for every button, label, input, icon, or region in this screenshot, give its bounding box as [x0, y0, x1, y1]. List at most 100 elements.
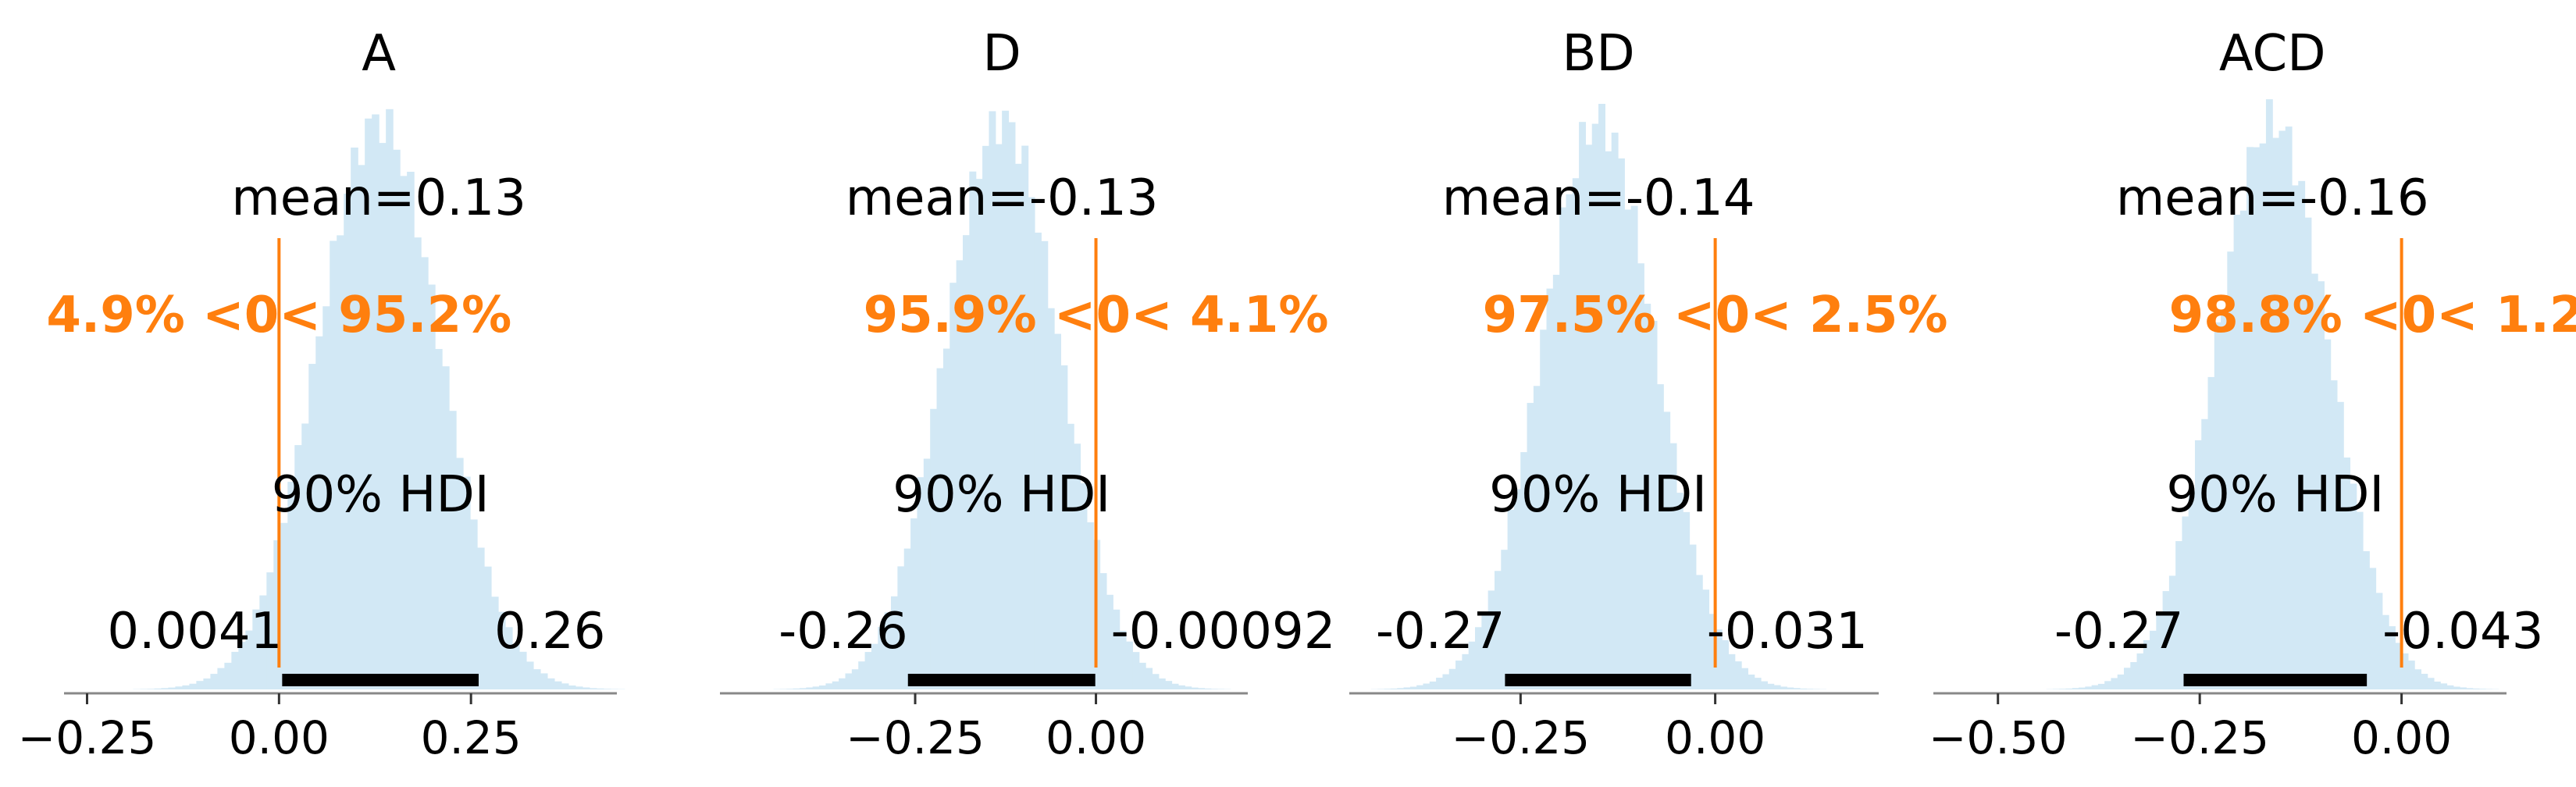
- hist-bar: [2227, 251, 2235, 689]
- x-tick-label: 0.00: [1046, 711, 1146, 764]
- hist-bar: [554, 681, 562, 689]
- hist-bar: [2111, 678, 2118, 689]
- hist-bar: [589, 688, 597, 689]
- hist-bar: [1533, 386, 1541, 689]
- hist-bar: [1171, 683, 1179, 689]
- hist-bar: [308, 364, 316, 689]
- hist-bar: [1761, 681, 1768, 689]
- hist-bar: [575, 686, 583, 689]
- hist-bar: [806, 687, 814, 689]
- hist-bar: [1507, 509, 1515, 689]
- hist-bar: [1074, 443, 1081, 689]
- hist-bar: [2362, 550, 2370, 689]
- hist-bar: [358, 165, 365, 689]
- hist-bar: [2304, 217, 2312, 689]
- hist-bar: [2324, 339, 2332, 689]
- hist-bar: [287, 482, 295, 689]
- hist-bar: [322, 306, 330, 689]
- hist-bar: [2350, 483, 2357, 689]
- hist-bar: [1624, 209, 1632, 689]
- x-tick-label: 0.00: [1665, 711, 1765, 764]
- hdi-label: 90% HDI: [2166, 466, 2384, 524]
- hist-bar: [1113, 609, 1121, 689]
- hist-bar: [1060, 365, 1068, 689]
- hist-bar: [2253, 147, 2261, 690]
- hist-bar: [2143, 639, 2150, 689]
- hist-bar: [484, 566, 492, 689]
- hist-bar: [2246, 147, 2254, 690]
- hist-bar: [1527, 403, 1534, 689]
- reference-label: 95.9% <0< 4.1%: [864, 287, 1329, 344]
- hist-bar: [2375, 593, 2383, 689]
- hist-bar: [449, 411, 457, 689]
- hist-bar: [1722, 639, 1730, 689]
- hist-bar: [1579, 122, 1587, 690]
- hist-bar: [1734, 661, 1742, 689]
- hist-bar: [1008, 122, 1016, 690]
- hist-bar: [1644, 304, 1651, 689]
- hist-bar: [2265, 99, 2273, 689]
- hist-bar: [1145, 668, 1153, 689]
- hist-bar: [386, 109, 394, 689]
- hist-bar: [1047, 308, 1055, 689]
- hdi-low-value: -0.27: [2054, 603, 2184, 661]
- hist-bar: [196, 681, 205, 689]
- panel-title: ACD: [2219, 25, 2326, 83]
- hist-bar: [1475, 627, 1482, 689]
- hist-bar: [930, 408, 938, 689]
- hdi-low-value: -0.27: [1376, 603, 1505, 661]
- hist-bar: [864, 652, 872, 689]
- x-tick-label: −0.25: [1451, 711, 1590, 764]
- hist-bar: [400, 176, 408, 689]
- hist-bar: [2356, 511, 2364, 689]
- hist-bar: [1669, 443, 1677, 689]
- panel-title: BD: [1562, 25, 1634, 83]
- hist-bar: [2278, 130, 2286, 689]
- hist-bar: [266, 572, 274, 689]
- hist-bar: [1152, 674, 1160, 689]
- hist-bar: [1054, 333, 1061, 689]
- hist-bar: [1546, 288, 1554, 689]
- hist-bar: [1409, 686, 1417, 689]
- hist-bar: [2407, 661, 2415, 689]
- hist-bar: [2097, 683, 2105, 689]
- hist-bar: [301, 423, 309, 689]
- hist-bar: [2318, 281, 2325, 689]
- hist-bar: [252, 609, 260, 689]
- hist-bar: [910, 518, 918, 689]
- hist-bar: [273, 540, 281, 689]
- hist-bar: [2239, 210, 2247, 690]
- hist-bar: [280, 522, 288, 689]
- hist-bar: [379, 143, 387, 689]
- hist-bar: [372, 114, 379, 690]
- hist-bar: [1041, 240, 1049, 689]
- hist-bar: [1552, 274, 1560, 689]
- hist-bar: [1099, 573, 1107, 689]
- hist-bar: [526, 661, 534, 689]
- hist-bar: [2330, 380, 2338, 689]
- hist-bar: [168, 687, 176, 689]
- hist-bar: [2156, 611, 2164, 689]
- hist-bar: [2214, 322, 2221, 689]
- hdi-label: 90% HDI: [272, 466, 490, 524]
- hist-bar: [1566, 194, 1573, 689]
- hist-bar: [936, 368, 944, 689]
- hist-bar: [337, 235, 344, 689]
- hist-bar: [1754, 678, 1762, 689]
- hist-bar: [470, 519, 478, 689]
- hist-bar: [351, 148, 358, 689]
- hist-bar: [1591, 123, 1599, 689]
- x-tick-label: −0.25: [18, 711, 157, 764]
- hdi-high-value: 0.26: [494, 603, 606, 661]
- hist-bar: [2272, 137, 2280, 690]
- panel-title: D: [983, 25, 1021, 83]
- x-tick-label: −0.50: [1929, 711, 2068, 764]
- hist-bar: [1028, 197, 1035, 689]
- hist-bar: [1429, 681, 1437, 689]
- hist-bar: [2427, 678, 2435, 689]
- hist-bar: [1513, 489, 1521, 689]
- hist-bar: [2188, 490, 2196, 689]
- x-tick-label: −0.25: [2130, 711, 2269, 764]
- hist-bar: [1630, 205, 1638, 689]
- hist-bar: [540, 673, 548, 689]
